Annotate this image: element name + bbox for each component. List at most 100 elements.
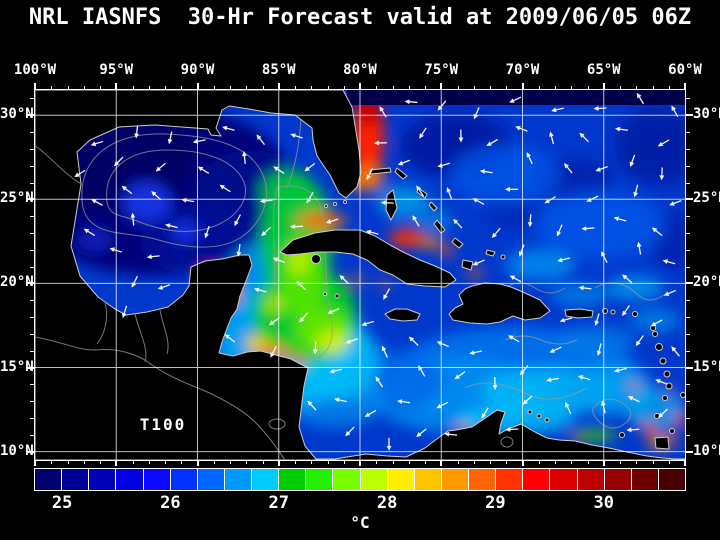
lon-major-tick-bottom [440, 461, 443, 466]
lon-minor-tick [295, 86, 296, 90]
lat-tick-label-right: 30°N [693, 106, 720, 123]
lat-minor-tick-right [686, 216, 690, 218]
colorbar-tick-label: 25 [51, 493, 73, 513]
lon-minor-tick-bottom [148, 461, 150, 464]
lon-minor-tick [148, 86, 150, 90]
lat-major-tick-right [686, 450, 693, 453]
lon-minor-tick-bottom [620, 461, 621, 464]
colorbar-segment [657, 469, 685, 490]
lat-minor-tick-right [686, 333, 690, 335]
lon-major-tick-bottom [602, 461, 605, 466]
lon-tick-label: 100°W [13, 62, 57, 78]
lon-minor-tick-bottom [506, 461, 508, 464]
colorbar-segment [88, 469, 116, 490]
lon-minor-tick [571, 86, 573, 90]
colorbar-segment [142, 469, 170, 490]
lon-minor-tick-bottom [587, 461, 589, 464]
colorbar-segment [576, 469, 604, 490]
lon-major-tick-bottom [115, 461, 118, 466]
lon-minor-tick [100, 86, 101, 90]
colorbar-segment [196, 469, 224, 490]
puerto-rico-island [564, 308, 594, 319]
colorbar-segment [630, 469, 658, 490]
lat-minor-tick-right [686, 300, 690, 302]
lat-major-tick-left [27, 198, 34, 201]
lat-major-tick-left [27, 366, 34, 369]
colorbar-tick-label: 27 [268, 493, 289, 513]
map-svg: T100 [35, 90, 685, 460]
lat-minor-tick-left [30, 249, 34, 251]
colorbar-segment [495, 469, 523, 490]
lon-major-tick-bottom [359, 461, 361, 466]
colorbar [34, 468, 686, 491]
lat-minor-tick-left [30, 266, 34, 268]
lon-minor-tick-bottom [295, 461, 296, 464]
lon-minor-tick-bottom [636, 461, 638, 464]
current-arrows-layer [74, 92, 682, 451]
lon-major-tick [34, 83, 36, 90]
lon-tick-label: 80°W [343, 62, 377, 78]
contour-layer [81, 109, 668, 429]
lat-minor-tick-left [30, 132, 34, 134]
colorbar-segment [359, 469, 387, 490]
lat-minor-tick-left [30, 333, 34, 335]
lon-major-tick-bottom [277, 461, 280, 466]
lon-minor-tick [555, 86, 556, 90]
lon-tick-label: 90°W [180, 62, 215, 78]
lon-minor-tick-bottom [262, 461, 264, 464]
lat-major-tick-right [686, 282, 693, 285]
lat-tick-label-left: 25°N [0, 190, 34, 207]
colorbar-segment [413, 469, 441, 490]
lon-minor-tick-bottom [571, 461, 573, 464]
colorbar-tick-label: 28 [376, 493, 398, 513]
lon-minor-tick [425, 86, 426, 90]
hispaniola-island [448, 282, 551, 325]
lon-major-tick [359, 83, 361, 90]
lat-tick-label-right: 15°N [693, 358, 720, 375]
lon-minor-tick-bottom [408, 461, 410, 464]
lon-minor-tick-bottom [473, 461, 475, 464]
colorbar-segment [115, 469, 143, 490]
lon-minor-tick-bottom [311, 461, 313, 464]
lat-tick-label-right: 10°N [693, 442, 720, 459]
colorbar-segment [468, 469, 496, 490]
lat-minor-tick-left [30, 182, 34, 184]
lon-minor-tick [506, 86, 508, 90]
lon-major-tick [521, 83, 524, 90]
lat-minor-tick-left [30, 317, 34, 319]
lat-minor-tick-left [30, 384, 34, 386]
lat-major-tick-right [686, 114, 693, 117]
lon-minor-tick-bottom [392, 461, 394, 464]
lon-major-tick-bottom [521, 461, 524, 466]
lon-minor-tick-bottom [652, 461, 654, 464]
lon-major-tick [115, 83, 118, 90]
lat-tick-label-right: 20°N [693, 274, 720, 291]
lat-minor-tick-right [686, 232, 690, 234]
lon-minor-tick [132, 86, 134, 90]
inland-lines-layer [35, 144, 514, 460]
lon-major-tick-bottom [196, 461, 199, 466]
lon-minor-tick [246, 86, 248, 90]
lat-major-tick-left [27, 282, 34, 285]
lon-minor-tick-bottom [67, 461, 69, 464]
lon-minor-tick-bottom [457, 461, 459, 464]
lat-minor-tick-right [686, 350, 690, 352]
lon-minor-tick [490, 86, 491, 90]
lon-major-tick [684, 83, 686, 90]
lon-minor-tick [457, 86, 459, 90]
lon-minor-tick [181, 86, 183, 90]
lat-major-tick-left [27, 450, 34, 453]
lat-minor-tick-left [30, 98, 34, 100]
lat-minor-tick-left [30, 350, 34, 352]
lon-minor-tick [620, 86, 621, 90]
lon-minor-tick-bottom [165, 461, 166, 464]
lon-minor-tick-bottom [538, 461, 540, 464]
lon-major-tick [440, 83, 443, 90]
lat-minor-tick-right [686, 98, 690, 100]
lat-minor-tick-left [30, 148, 34, 150]
colorbar-segment [603, 469, 631, 490]
colorbar-segment [223, 469, 251, 490]
lon-tick-label: 60°W [668, 62, 702, 78]
lon-minor-tick-bottom [555, 461, 556, 464]
